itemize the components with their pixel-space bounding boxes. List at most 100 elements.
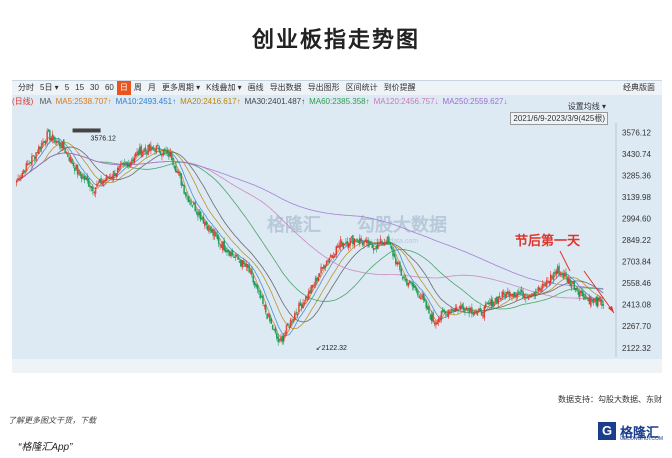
classic-layout-button[interactable]: 经典版面 — [623, 83, 655, 92]
candle-body — [67, 153, 69, 157]
toolbar-item[interactable]: 日 — [116, 81, 131, 95]
toolbar-item[interactable]: 更多周期 ▾ — [161, 83, 201, 92]
candle-body — [336, 245, 339, 248]
candle-body — [413, 283, 415, 288]
candle-body — [368, 241, 371, 245]
candle-body — [233, 256, 235, 258]
candle-body — [574, 288, 577, 291]
candle-body — [496, 297, 498, 303]
candle-body — [346, 241, 349, 246]
candlestick-chart[interactable]: 格隆汇 勾股大数据www.gogudata.com3576.123430.7432… — [12, 81, 662, 373]
ma-legend-item: MA20:2416.617↑ — [180, 97, 241, 106]
candle-body — [159, 151, 162, 156]
candle-body — [451, 309, 454, 311]
candle-body — [518, 291, 520, 294]
candle-body — [408, 280, 411, 284]
candle-body — [20, 176, 22, 180]
toolbar-item[interactable]: 周 — [133, 83, 142, 92]
candle-body — [282, 335, 285, 342]
candle-body — [21, 173, 23, 178]
candle-body — [324, 265, 326, 268]
candle-body — [486, 302, 488, 305]
ma-settings-button[interactable]: 设置均线 ▾ — [567, 102, 606, 111]
candle-body — [35, 152, 37, 161]
candle-body — [180, 173, 183, 186]
candle-body — [294, 313, 296, 320]
candle-body — [292, 318, 295, 322]
candle-body — [98, 179, 101, 183]
candle-body — [69, 157, 72, 163]
candle-body — [566, 277, 569, 283]
candle-body — [403, 276, 405, 279]
y-tick-label: 2267.70 — [622, 322, 651, 331]
y-tick-label: 3139.98 — [622, 193, 651, 202]
candle-body — [392, 248, 394, 257]
candle-body — [234, 256, 237, 258]
candle-body — [186, 194, 188, 197]
candle-body — [500, 298, 502, 300]
toolbar-item[interactable]: 60 — [104, 83, 114, 92]
candle-body — [148, 143, 151, 150]
y-tick-label: 3430.74 — [622, 150, 651, 159]
candle-body — [472, 313, 474, 315]
toolbar-item[interactable]: K线叠加 ▾ — [206, 83, 242, 92]
toolbar-item[interactable]: 导出数据 — [269, 83, 302, 92]
toolbar-item[interactable]: 30 — [90, 83, 99, 92]
candle-body — [103, 180, 105, 184]
candle-body — [276, 333, 278, 339]
toolbar-item[interactable]: 导出图形 — [307, 83, 340, 92]
candle-body — [277, 336, 279, 343]
toolbar-item[interactable]: 画线 — [247, 83, 264, 92]
candle-body — [512, 293, 515, 297]
toolbar-item[interactable]: 15 — [75, 83, 85, 92]
candle-body — [305, 296, 307, 301]
candle-body — [158, 146, 160, 153]
candle-body — [436, 322, 439, 325]
ma-line-60 — [16, 152, 604, 310]
candle-body — [90, 185, 93, 189]
toolbar-item[interactable]: 区间统计 — [345, 83, 378, 92]
toolbar-item[interactable]: 月 — [147, 83, 156, 92]
candle-body — [597, 297, 599, 307]
candle-body — [93, 191, 95, 194]
candle-body — [139, 147, 141, 154]
candle-body — [64, 148, 66, 153]
candle-body — [491, 300, 494, 307]
candle-body — [525, 297, 527, 299]
low-label: ↙2122.32 — [316, 345, 347, 352]
candle-body — [431, 314, 433, 322]
candle-body — [343, 244, 346, 246]
toolbar-item[interactable]: 5日 ▾ — [40, 83, 59, 92]
toolbar-item[interactable]: 到价提醒 — [383, 83, 416, 92]
candle-body — [466, 307, 469, 310]
candle-body — [289, 319, 292, 328]
candle-body — [87, 178, 90, 187]
candle-body — [552, 272, 555, 280]
candle-body — [532, 293, 534, 295]
candle-body — [36, 151, 39, 154]
candle-body — [508, 291, 510, 298]
candle-body — [397, 262, 400, 265]
candle-body — [299, 302, 302, 306]
candle-body — [545, 280, 548, 287]
toolbar-item[interactable]: 分时 — [18, 83, 34, 92]
date-range-label[interactable]: 2021/6/9-2023/3/9(425根) — [510, 112, 608, 125]
ma-line-250 — [16, 152, 604, 289]
candle-body — [514, 291, 516, 297]
toolbar-item[interactable]: 5 — [64, 83, 70, 92]
candle-body — [375, 245, 378, 249]
candle-body — [132, 159, 134, 161]
candle-body — [45, 141, 47, 144]
high-label: 3576.12 — [91, 135, 116, 142]
candle-body — [312, 285, 314, 288]
candle-body — [538, 287, 541, 291]
candle-body — [479, 307, 481, 311]
candle-body — [260, 296, 263, 298]
candle-body — [598, 297, 600, 301]
candle-body — [253, 281, 256, 286]
candle-body — [469, 308, 472, 312]
candle-body — [241, 260, 243, 268]
candle-body — [364, 240, 367, 242]
app-name[interactable]: “格隆汇App” — [18, 442, 73, 453]
candle-body — [197, 211, 199, 217]
